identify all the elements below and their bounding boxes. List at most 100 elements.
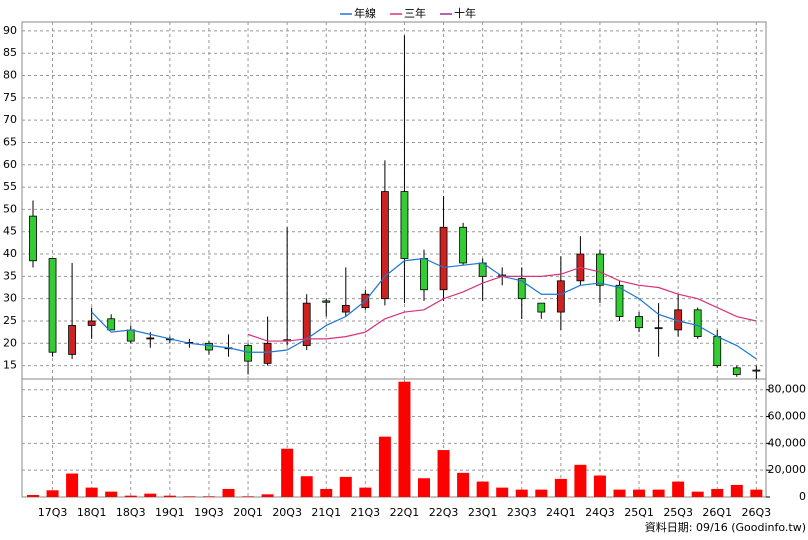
candle-body bbox=[68, 325, 76, 355]
candle-body bbox=[205, 342, 213, 351]
y-tick-label: 85 bbox=[3, 46, 17, 59]
volume-bar bbox=[593, 475, 606, 497]
y-tick-label: 15 bbox=[3, 359, 17, 372]
x-tick-label: 22Q3 bbox=[429, 506, 459, 519]
x-tick-label: 26Q1 bbox=[702, 506, 732, 519]
candle-body bbox=[400, 191, 409, 259]
legend-label: 年線 bbox=[354, 6, 376, 20]
x-tick-label: 19Q3 bbox=[194, 506, 224, 519]
volume-bar bbox=[359, 487, 372, 497]
volume-bar bbox=[202, 496, 215, 497]
volume-bar bbox=[515, 489, 528, 497]
y-tick-label: 20 bbox=[3, 336, 17, 349]
volume-bar bbox=[691, 491, 704, 497]
volume-bar bbox=[183, 496, 196, 497]
y2-tick-label: 0 bbox=[799, 490, 806, 503]
y-tick-label: 45 bbox=[3, 225, 17, 238]
y-tick-label: 40 bbox=[3, 247, 17, 260]
volume-bar bbox=[574, 464, 587, 497]
volume-bar bbox=[652, 489, 665, 497]
candle-body bbox=[126, 329, 135, 342]
candle-body bbox=[146, 337, 155, 340]
volume-bar bbox=[711, 488, 724, 497]
volume-bar bbox=[124, 495, 137, 497]
volume-bar bbox=[730, 484, 743, 497]
candle-body bbox=[459, 226, 468, 264]
x-tick-label: 21Q1 bbox=[311, 506, 341, 519]
candle-body bbox=[537, 302, 546, 313]
volume-bar bbox=[320, 488, 333, 497]
candle-body bbox=[693, 309, 702, 338]
y-tick-label: 90 bbox=[3, 24, 17, 37]
volume-bar bbox=[633, 489, 646, 497]
legend-label: 十年 bbox=[454, 6, 476, 20]
volume-bar bbox=[281, 448, 294, 497]
candle-body bbox=[713, 336, 722, 367]
volume-bar bbox=[613, 489, 626, 497]
candle-body bbox=[29, 215, 37, 262]
legend-label: 三年 bbox=[404, 6, 426, 20]
y-tick-label: 35 bbox=[3, 269, 17, 282]
volume-bar bbox=[750, 489, 763, 497]
candle-body bbox=[556, 280, 565, 313]
y-tick-label: 25 bbox=[3, 314, 17, 327]
candle-body bbox=[420, 258, 428, 291]
candle-body bbox=[654, 327, 663, 330]
y-tick-label: 80 bbox=[3, 69, 17, 82]
volume-bar bbox=[261, 494, 274, 497]
candle-body bbox=[439, 226, 448, 291]
x-tick-label: 22Q1 bbox=[390, 506, 420, 519]
volume-bar bbox=[144, 493, 157, 497]
y-tick-label: 65 bbox=[3, 135, 17, 148]
x-tick-label: 26Q3 bbox=[742, 506, 772, 519]
volume-bar bbox=[457, 472, 470, 497]
candle-body bbox=[635, 316, 643, 329]
candle-body bbox=[302, 302, 311, 346]
volume-bar bbox=[418, 478, 430, 497]
x-tick-label: 21Q3 bbox=[351, 506, 381, 519]
volume-bar bbox=[66, 473, 79, 497]
candle-body bbox=[263, 342, 272, 364]
volume-bar bbox=[535, 489, 548, 497]
y-tick-label: 55 bbox=[3, 180, 17, 193]
x-tick-label: 19Q1 bbox=[155, 506, 185, 519]
ma-line bbox=[91, 257, 757, 360]
y2-tick-label: 40,000 bbox=[768, 436, 807, 449]
volume-bar bbox=[85, 487, 98, 497]
y2-tick-label: 20,000 bbox=[768, 463, 807, 476]
volume-bar bbox=[46, 490, 59, 497]
candle-body bbox=[732, 367, 741, 375]
candle-body bbox=[380, 191, 389, 300]
volume-bar bbox=[672, 481, 685, 497]
candle-body bbox=[107, 318, 116, 331]
x-tick-label: 23Q1 bbox=[468, 506, 498, 519]
volume-bar bbox=[27, 494, 39, 497]
candle-body bbox=[244, 345, 252, 362]
candle-body bbox=[596, 253, 604, 286]
volume-bar bbox=[105, 491, 118, 497]
volume-bar bbox=[437, 450, 450, 497]
footnote: 資料日期: 09/16 (Goodinfo.tw) bbox=[645, 520, 806, 534]
volume-bar bbox=[222, 488, 235, 497]
x-tick-label: 24Q1 bbox=[546, 506, 576, 519]
candle-body bbox=[322, 300, 331, 303]
candle-body bbox=[615, 284, 624, 317]
x-tick-label: 25Q1 bbox=[624, 506, 654, 519]
x-tick-label: 25Q3 bbox=[663, 506, 693, 519]
x-tick-label: 23Q3 bbox=[507, 506, 537, 519]
volume-bar bbox=[554, 478, 567, 497]
x-tick-label: 17Q3 bbox=[38, 506, 68, 519]
y-tick-label: 70 bbox=[3, 113, 17, 126]
volume-bar bbox=[300, 476, 313, 497]
volume-bar bbox=[339, 476, 352, 497]
y2-tick-label: 60,000 bbox=[768, 410, 807, 423]
x-tick-label: 20Q3 bbox=[272, 506, 302, 519]
ma-line bbox=[247, 266, 757, 342]
volume-panel bbox=[21, 378, 767, 498]
volume-bar bbox=[378, 436, 391, 497]
y2-tick-label: 80,000 bbox=[768, 383, 807, 396]
candle-body bbox=[752, 369, 761, 372]
candle-body bbox=[341, 304, 350, 313]
y-tick-label: 30 bbox=[3, 292, 17, 305]
